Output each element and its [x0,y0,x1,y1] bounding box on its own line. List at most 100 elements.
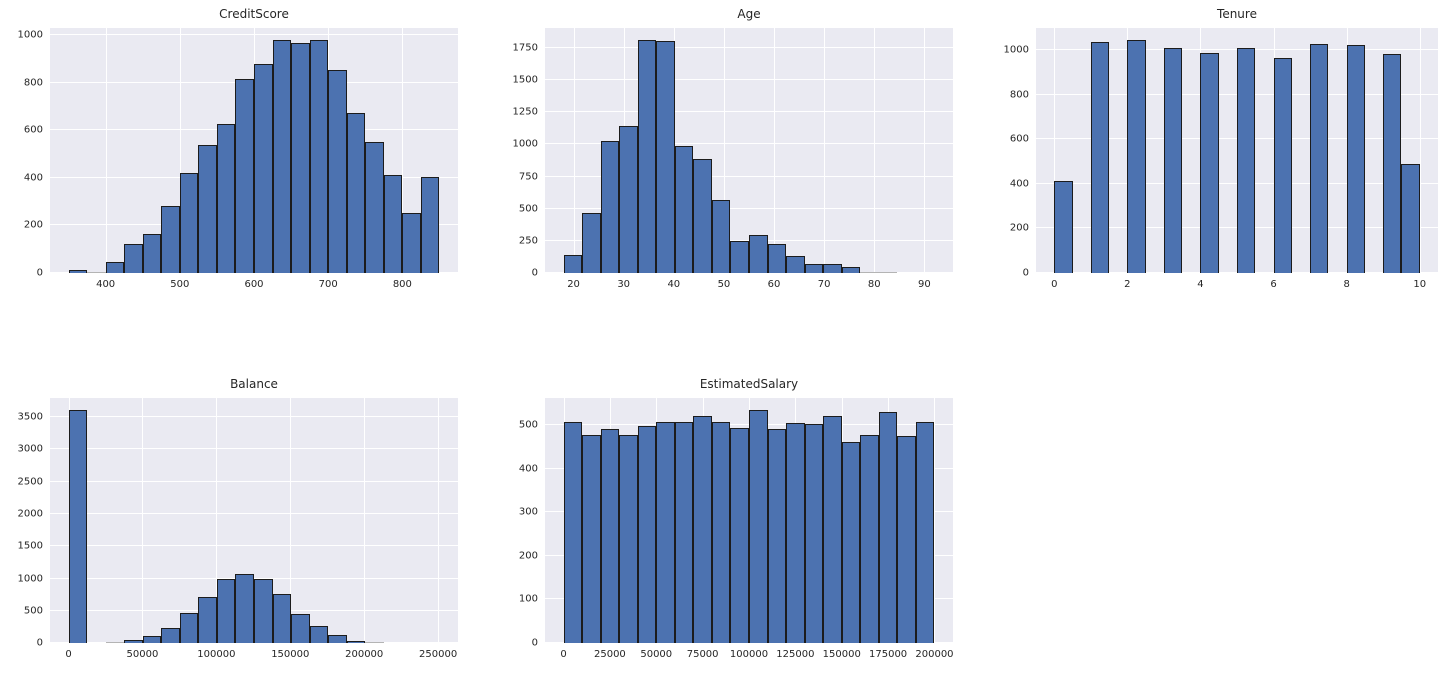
y-tick-label: 1000 [17,29,43,41]
x-tick-label: 30 [617,279,631,290]
histogram-bar [1346,44,1365,273]
histogram-bar [897,435,916,643]
histogram-bar [309,626,329,643]
plot-area-balance: 0 500 1000 1500 2000 2500 3000 3500 0 50000 100000… [18,398,458,660]
gridline [545,111,953,113]
gridline [545,143,953,145]
x-tick-label: 40 [667,279,681,290]
histogram-bar [600,140,620,273]
histogram-bar [346,640,366,643]
histogram-bar [142,635,162,643]
subplot-estimatedsalary: EstimatedSalary 0 100 200 300 400 500 0 25000 50… [519,377,954,660]
histogram-bar [823,263,842,273]
gridline [105,28,107,273]
y-tick-label: 600 [1009,133,1029,145]
gridline [1054,28,1056,273]
chart-title-creditscore: CreditScore [219,7,289,21]
histogram-bar [749,409,768,643]
y-tick-label: 1000 [1003,44,1029,56]
x-tick-label: 0 [65,649,72,660]
y-tick-label: 1500 [512,74,538,86]
histogram-bar [637,39,657,273]
x-tick-label: 80 [867,279,881,290]
x-tick-label: 25000 [593,649,626,660]
y-tick-label: 500 [23,605,43,617]
histogram-bar [674,146,694,273]
histogram-bar [105,642,125,643]
x-tick-label: 50000 [640,649,673,660]
gridline [723,28,725,273]
y-tick-label: 0 [531,637,538,649]
histogram-bar [860,272,879,273]
x-tick-label: 4 [1197,279,1204,290]
gridline [545,175,953,177]
gridline [1419,28,1421,273]
histogram-bar [582,435,601,643]
y-tick-label: 0 [36,637,43,649]
x-tick-label: 800 [392,279,412,290]
x-tick-label: 600 [244,279,264,290]
histogram-bar [786,423,805,643]
gridline [573,28,575,273]
histogram-bar [216,124,236,273]
histogram-bar [383,174,403,273]
subplot-balance: Balance 0 500 1000 1500 2000 2500 3000 3500 0 500… [18,377,458,660]
histogram-bar [328,635,347,643]
y-tick-label: 250 [518,235,538,247]
histogram-bar [1310,44,1329,273]
y-tick-label: 400 [23,172,43,184]
y-tick-label: 400 [1009,178,1029,190]
histogram-bar [68,409,88,643]
histogram-bar [786,256,805,273]
gridline [216,398,218,643]
x-tick-label: 20 [567,279,580,290]
x-tick-label: 250000 [419,649,458,660]
x-tick-label: 175000 [869,649,908,660]
histogram-bar [420,177,440,273]
x-tick-label: 100000 [729,649,769,660]
gridline [874,28,876,273]
x-tick-label: 6 [1270,279,1277,290]
gridline [924,28,926,273]
histogram-bar [198,145,217,273]
histogram-bar [749,235,768,273]
x-tick-label: 125000 [776,649,815,660]
y-tick-label: 200 [23,219,43,231]
histogram-bar [563,421,583,643]
x-tick-label: 8 [1343,279,1350,290]
histogram-bar [254,64,273,273]
y-tick-label: 600 [23,124,43,136]
gridline [545,79,953,81]
y-tick-label: 3500 [17,411,43,423]
y-tick-label: 1000 [17,573,43,584]
histogram-bar [730,428,749,643]
histogram-bar [693,159,712,273]
histogram-bar [124,244,143,273]
histogram-bar [1127,39,1146,273]
y-tick-label: 0 [36,267,43,279]
histogram-bar [619,125,638,273]
y-tick-label: 500 [518,419,538,431]
plot-area-age: 0 250 500 750 1000 1250 1500 1750 20 30 40 50 60 70 80… [513,28,953,290]
y-tick-label: 500 [518,203,538,215]
histogram-bar [346,113,366,273]
histogram-bar [767,428,787,643]
chart-title-age: Age [737,7,761,21]
histogram-bar [767,244,787,273]
histogram-bar [179,613,199,643]
histogram-bar [804,263,824,273]
y-tick-label: 2500 [17,476,43,488]
histogram-bar [1090,42,1110,273]
x-tick-label: 0 [560,649,567,660]
histogram-bar [878,272,898,273]
x-tick-label: 60 [767,279,781,290]
subplot-age: Age 0 250 500 750 1000 1250 1500 1750 20 30 40 50 60… [513,7,953,290]
histogram-bar [674,422,694,643]
histogram-bar [365,141,384,273]
histogram-bar [272,594,292,643]
histogram-bar [1163,48,1183,273]
histogram-bar [272,39,292,273]
chart-title-balance: Balance [230,377,278,391]
subplot-tenure: Tenure 0 200 400 600 800 1000 0 2 4 6 8 10 [1004,7,1438,290]
histogram-bar [860,435,879,643]
